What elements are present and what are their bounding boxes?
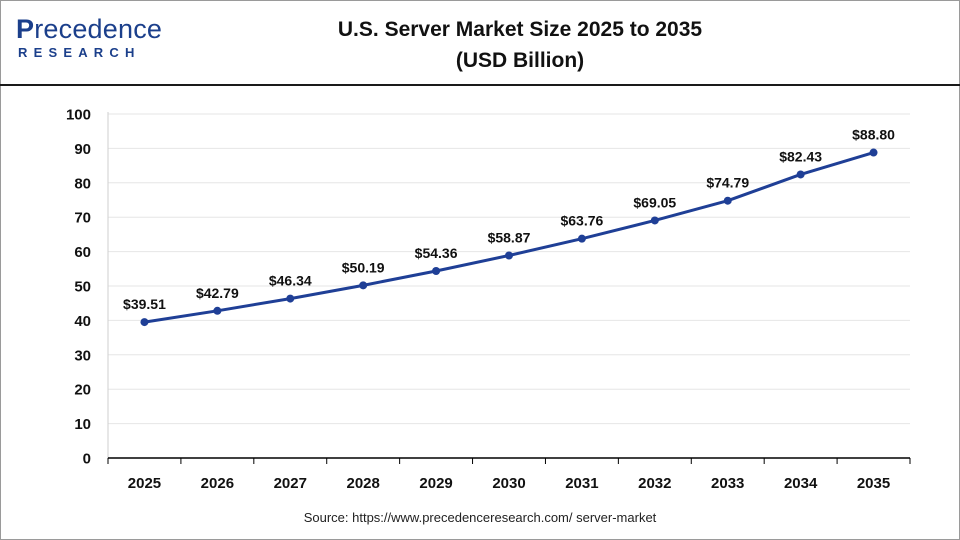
data-label: $54.36 [415,245,458,261]
data-point [577,234,586,243]
y-tick-label: 50 [74,279,91,296]
y-tick-label: 0 [83,451,91,468]
header: Precedence RESEARCH U.S. Server Market S… [0,0,960,86]
data-point [650,216,659,225]
logo-initial: P [16,14,35,44]
x-tick-label: 2026 [201,475,234,492]
logo-subtitle: RESEARCH [18,45,141,60]
brand-logo: Precedence RESEARCH [14,14,164,64]
data-point [359,281,368,290]
source-note: Source: https://www.precedenceresearch.c… [303,510,657,525]
data-label: $88.80 [852,127,895,143]
y-tick-label: 70 [74,210,91,227]
chart-title-line1: U.S. Server Market Size 2025 to 2035 [337,18,703,41]
x-tick-label: 2025 [128,475,161,492]
y-tick-label: 90 [74,141,91,158]
x-tick-label: 2033 [711,475,744,492]
data-label: $74.79 [706,175,749,191]
data-label: $46.34 [269,273,312,289]
y-tick-label: 80 [74,175,91,192]
data-label: $42.79 [196,285,239,301]
data-label: $82.43 [779,148,822,164]
data-label: $69.05 [633,194,676,210]
x-tick-label: 2032 [638,475,671,492]
x-tick-label: 2028 [346,475,379,492]
x-tick-label: 2031 [565,475,598,492]
data-point [286,294,295,303]
logo-wordmark: Precedence [16,14,162,45]
data-point [505,251,513,260]
y-tick-label: 10 [74,416,91,433]
data-label: $39.51 [123,296,166,312]
y-tick-label: 30 [74,347,91,364]
y-tick-label: 20 [74,382,91,399]
data-point [796,170,805,179]
x-tick-label: 2035 [857,475,890,492]
y-tick-label: 40 [74,313,91,330]
x-tick-label: 2030 [492,475,525,492]
data-point [723,196,732,205]
data-point [140,318,149,327]
data-label: $58.87 [488,229,531,245]
x-tick-label: 2027 [274,475,307,492]
chart-title-line2: (USD Billion) [455,49,585,72]
chart-title: U.S. Server Market Size 2025 to 2035 (US… [270,14,770,76]
data-point [432,267,441,276]
logo-main-text: recedence [34,14,163,44]
data-point [869,148,878,157]
x-tick-label: 2029 [419,475,452,492]
x-tick-label: 2034 [784,475,818,492]
y-tick-label: 100 [66,107,91,124]
data-label: $50.19 [342,259,385,275]
data-label: $63.76 [560,213,603,229]
y-tick-label: 60 [74,244,91,261]
data-point [213,306,222,315]
